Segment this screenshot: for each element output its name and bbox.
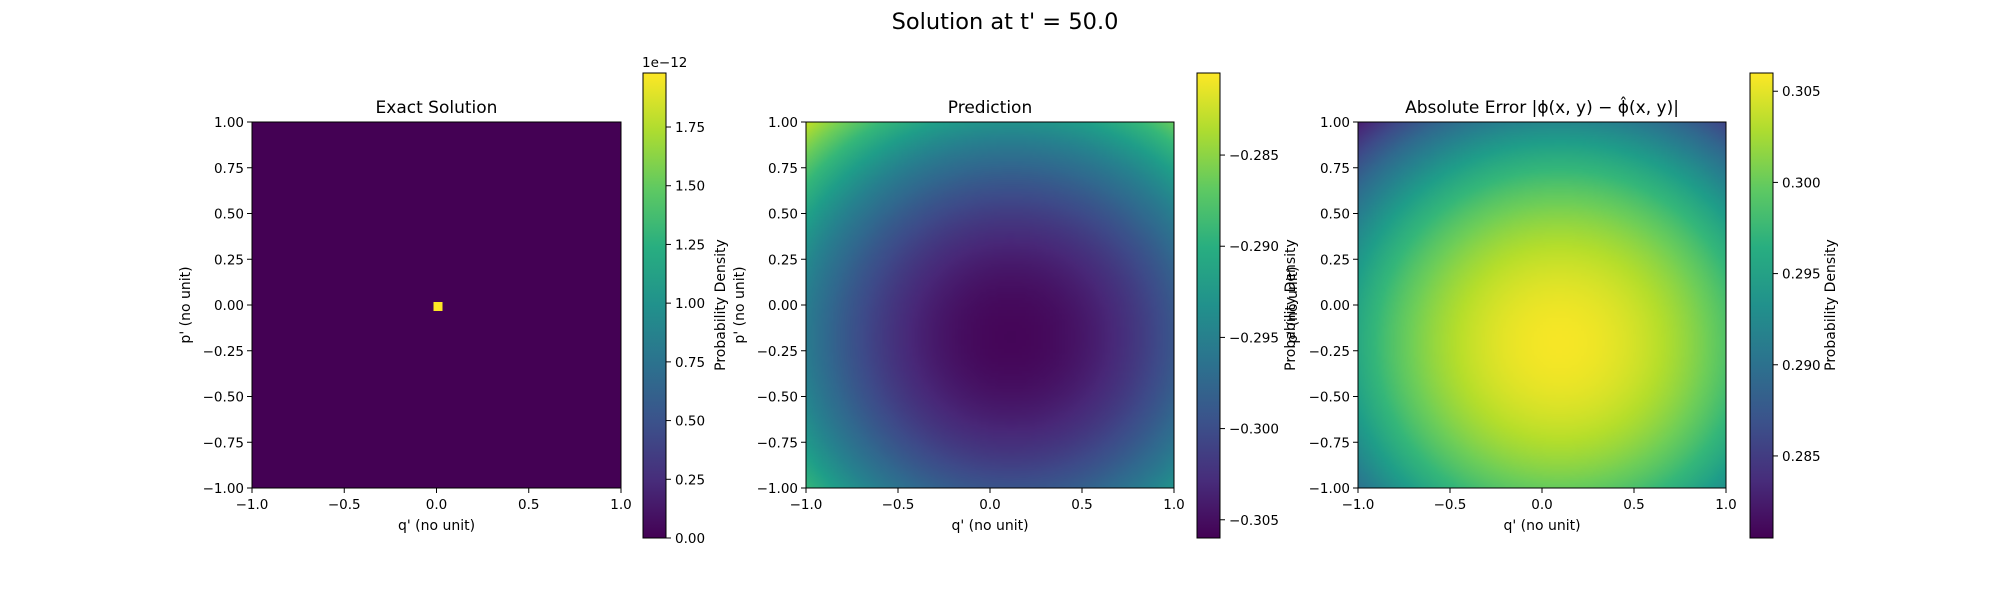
y-tick-label: 0.75 (1320, 161, 1350, 177)
y-tick-label: −0.50 (757, 390, 798, 406)
y-tick-label: 1.00 (768, 115, 798, 131)
y-tick-label: −1.00 (1309, 481, 1350, 497)
colorbar-tick-label: 0.00 (675, 531, 705, 547)
colorbar-tick-label: 1.00 (675, 296, 705, 312)
colorbar-prediction (1197, 73, 1220, 538)
x-label-prediction: q' (no unit) (951, 518, 1028, 534)
y-tick-label: 0.50 (1320, 207, 1350, 223)
y-tick-label: −0.75 (1309, 435, 1350, 451)
y-tick-label: −0.75 (757, 435, 798, 451)
y-tick-label: 0.75 (768, 161, 798, 177)
y-tick-label: −1.00 (203, 481, 244, 497)
y-tick-label: −0.50 (1309, 390, 1350, 406)
y-tick-label: 0.00 (214, 298, 244, 314)
x-tick-label: −0.5 (328, 497, 361, 513)
colorbar-tick-label: 0.290 (1782, 358, 1821, 374)
y-label-error: p' (no unit) (1285, 266, 1301, 343)
panel-absolute-error: −1.0 −0.5 0.0 0.5 1.0 −1.00 −0.75 −0.50 −0.25 0.0… (1285, 72, 1839, 539)
y-tick-label: 0.25 (214, 252, 244, 268)
colorbar-tick-label: 0.300 (1782, 175, 1821, 191)
y-tick-label: 0.00 (1320, 298, 1350, 314)
x-tick-label: 0.5 (1623, 497, 1644, 513)
y-tick-label: 0.50 (214, 207, 244, 223)
colorbar-tick-label: 0.285 (1782, 449, 1821, 465)
colorbar-tick-label: −0.295 (1229, 330, 1279, 346)
colorbar-tick-label: 0.295 (1782, 267, 1821, 283)
heatmap-exact-solution (252, 122, 621, 488)
x-tick-label: −1.0 (1342, 497, 1375, 513)
y-tick-label: 0.25 (768, 252, 798, 268)
y-tick-label: 0.75 (214, 161, 244, 177)
panel-exact-solution: −1.0 −0.5 0.0 0.5 1.0 −1.00 −0.75 −0.50 −0.25 0.0… (178, 55, 729, 547)
colorbar-tick-label: −0.300 (1229, 422, 1279, 438)
figure-suptitle: Solution at t' = 50.0 (892, 9, 1119, 35)
axis-title-error: Absolute Error |ϕ(x, y) − ϕ̂(x, y)| (1405, 95, 1679, 118)
x-tick-label: 0.5 (518, 497, 539, 513)
y-tick-label: −0.25 (757, 344, 798, 360)
x-label-exact: q' (no unit) (398, 518, 475, 534)
y-tick-label: −0.75 (203, 435, 244, 451)
colorbar-tick-label: −0.285 (1229, 148, 1279, 164)
x-label-error: q' (no unit) (1503, 518, 1580, 534)
x-tick-label: 0.5 (1071, 497, 1092, 513)
colorbar-tick-label: −0.305 (1229, 513, 1279, 529)
x-tick-label: −1.0 (236, 497, 269, 513)
colorbar-label-error: Probability Density (1823, 239, 1839, 371)
colorbar-tick-label: 0.25 (675, 472, 705, 488)
x-tick-label: 0.0 (426, 497, 447, 513)
colorbar-tick-label: 0.305 (1782, 84, 1821, 100)
x-tick-label: 1.0 (610, 497, 631, 513)
colorbar-label-exact: Probability Density (713, 239, 729, 371)
y-label-exact: p' (no unit) (178, 266, 194, 343)
colorbar-tick-label: 0.75 (675, 355, 705, 371)
y-tick-label: −0.50 (203, 390, 244, 406)
colorbar-label-prediction: Probability Density (1283, 239, 1299, 371)
colorbar-tick-label: 1.50 (675, 179, 705, 195)
colorbar-tick-label: 1.75 (675, 120, 705, 136)
heatmap-prediction (806, 122, 1174, 488)
colorbar-tick-label: 0.50 (675, 414, 705, 430)
y-tick-label: 0.25 (1320, 252, 1350, 268)
x-tick-label: −0.5 (1434, 497, 1467, 513)
y-tick-label: −0.25 (1309, 344, 1350, 360)
x-tick-label: 0.0 (1531, 497, 1552, 513)
y-tick-label: −1.00 (757, 481, 798, 497)
y-tick-label: 0.00 (768, 298, 798, 314)
y-tick-label: 1.00 (1320, 115, 1350, 131)
axis-title-exact: Exact Solution (376, 98, 498, 118)
y-tick-label: 0.50 (768, 207, 798, 223)
x-tick-label: −0.5 (882, 497, 915, 513)
x-tick-label: 1.0 (1163, 497, 1184, 513)
y-label-prediction: p' (no unit) (732, 266, 748, 343)
colorbar-tick-label: −0.290 (1229, 239, 1279, 255)
axis-title-prediction: Prediction (948, 98, 1032, 118)
colorbar-offset-exact: 1e−12 (642, 55, 687, 71)
x-tick-label: 0.0 (979, 497, 1000, 513)
colorbar-error (1750, 73, 1773, 538)
heatmap-absolute-error (1358, 122, 1726, 488)
colorbar-tick-label: 1.25 (675, 237, 705, 253)
y-tick-label: 1.00 (214, 115, 244, 131)
panel-prediction: −1.0 −0.5 0.0 0.5 1.0 −1.00 −0.75 −0.50 −0.25 0.0… (732, 72, 1299, 539)
y-tick-label: −0.25 (203, 344, 244, 360)
x-tick-label: −1.0 (790, 497, 823, 513)
colorbar-exact (643, 73, 666, 538)
x-tick-label: 1.0 (1715, 497, 1736, 513)
